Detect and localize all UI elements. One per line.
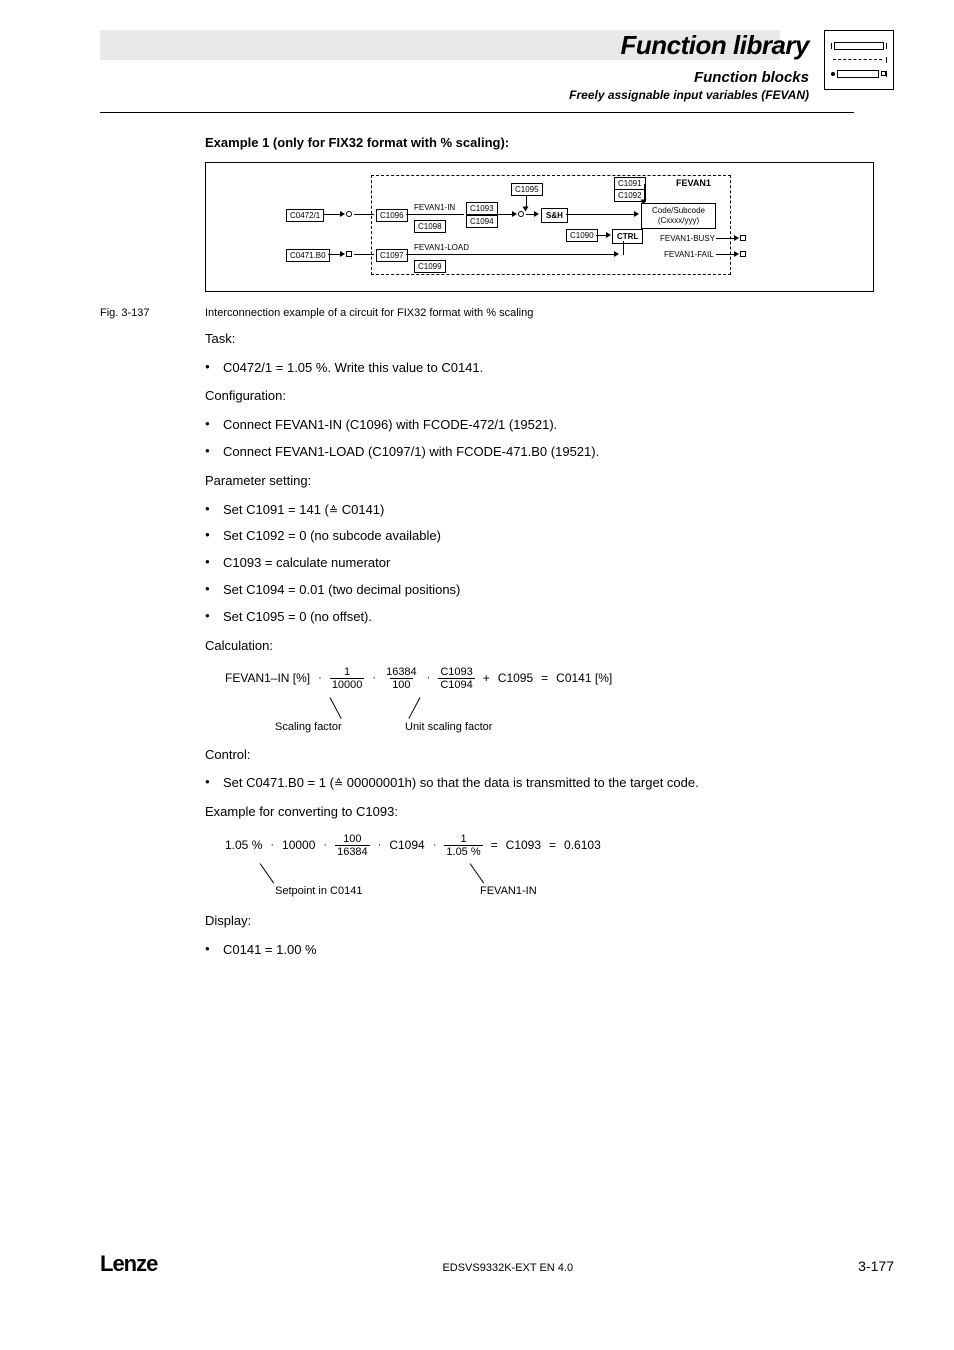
- label-scaling-factor: Scaling factor: [275, 719, 342, 737]
- chip-c1090: C1090: [566, 229, 598, 242]
- footer-logo: Lenze: [100, 1251, 157, 1277]
- label-fevan-in: FEVAN1-IN: [480, 883, 537, 901]
- footer-page-number: 3-177: [858, 1258, 894, 1274]
- param-item-3: C1093 = calculate numerator: [205, 553, 874, 574]
- chip-code-subcode: Code/Subcode (Cxxxx/yyy): [641, 203, 716, 229]
- chip-c1094: C1094: [466, 215, 498, 228]
- corresponds-icon: ≙: [329, 503, 338, 521]
- formula-1: FEVAN1–IN [%] · 110000 · 16384100 · C109…: [225, 666, 874, 691]
- chip-c1098: C1098: [414, 220, 446, 233]
- chip-c0471b0: C0471.B0: [286, 249, 330, 262]
- formula-1-labels: Scaling factor Unit scaling factor: [225, 697, 874, 737]
- chip-ctrl: CTRL: [612, 229, 643, 244]
- chip-c1093: C1093: [466, 202, 498, 215]
- square-out2: [740, 251, 746, 257]
- label-fevan1: FEVAN1: [676, 176, 711, 190]
- label-code-subcode: Code/Subcode: [652, 206, 705, 215]
- param-item-5: Set C1095 = 0 (no offset).: [205, 607, 874, 628]
- label-cxxxx: (Cxxxx/yyy): [658, 216, 699, 225]
- chip-c0472-1: C0472/1: [286, 209, 324, 222]
- f1-lhs: FEVAN1–IN [%]: [225, 669, 310, 688]
- header-icon: [824, 30, 894, 90]
- header-rule: [100, 112, 854, 113]
- label-fevan1-busy: FEVAN1-BUSY: [660, 233, 715, 246]
- page-subtitle: Function blocks: [569, 69, 809, 86]
- formula-2: 1.05 % · 10000 · 10016384 · C1094 · 11.0…: [225, 833, 874, 858]
- square-node: [346, 251, 352, 257]
- page-footer: Lenze EDSVS9332K-EXT EN 4.0 3-177: [0, 1251, 954, 1277]
- config-heading: Configuration:: [205, 386, 874, 407]
- figure-caption: Fig. 3-137 Interconnection example of a …: [100, 307, 954, 319]
- corresponds-icon: ≙: [334, 776, 343, 794]
- display-item-1: C0141 = 1.00 %: [205, 940, 874, 961]
- calc-heading: Calculation:: [205, 636, 874, 657]
- example-conv-heading: Example for converting to C1093:: [205, 802, 874, 823]
- task-item: C0472/1 = 1.05 %. Write this value to C0…: [205, 358, 874, 379]
- label-fevan1-load: FEVAN1-LOAD: [414, 242, 469, 255]
- param-item-1: Set C1091 = 141 (≙ C0141): [205, 500, 874, 521]
- figure-text: Interconnection example of a circuit for…: [205, 307, 533, 319]
- formula-2-labels: Setpoint in C0141 FEVAN1-IN: [225, 863, 874, 903]
- square-out1: [740, 235, 746, 241]
- page-title: Function library: [569, 30, 809, 61]
- chip-c1099: C1099: [414, 260, 446, 273]
- circle-node2: [518, 211, 524, 217]
- page-subtitle2: Freely assignable input variables (FEVAN…: [569, 88, 809, 102]
- control-item-1: Set C0471.B0 = 1 (≙ 00000001h) so that t…: [205, 773, 874, 794]
- label-setpoint: Setpoint in C0141: [275, 883, 362, 901]
- label-fevan1-in: FEVAN1-IN: [414, 202, 455, 215]
- footer-doc-id: EDSVS9332K-EXT EN 4.0: [442, 1262, 573, 1274]
- label-fevan1-fail: FEVAN1-FAIL: [664, 249, 714, 262]
- diagram-frame: C0472/1 C0471.B0 C1096 C1097 FEVAN1-IN F…: [205, 162, 874, 292]
- config-item-2: Connect FEVAN1-LOAD (C1097/1) with FCODE…: [205, 442, 874, 463]
- config-item-1: Connect FEVAN1-IN (C1096) with FCODE-472…: [205, 415, 874, 436]
- chip-c1096: C1096: [376, 209, 408, 222]
- main-content: Example 1 (only for FIX32 format with % …: [205, 133, 874, 292]
- label-unit-scaling: Unit scaling factor: [405, 719, 492, 737]
- param-item-4: Set C1094 = 0.01 (two decimal positions): [205, 580, 874, 601]
- circle-node: [346, 211, 352, 217]
- example-heading: Example 1 (only for FIX32 format with % …: [205, 133, 874, 154]
- param-heading: Parameter setting:: [205, 471, 874, 492]
- display-heading: Display:: [205, 911, 874, 932]
- header: Function library Function blocks Freely …: [0, 30, 954, 102]
- chip-c1097: C1097: [376, 249, 408, 262]
- control-heading: Control:: [205, 745, 874, 766]
- figure-number: Fig. 3-137: [100, 307, 205, 319]
- chip-sh: S&H: [541, 208, 568, 223]
- task-heading: Task:: [205, 329, 874, 350]
- param-item-2: Set C1092 = 0 (no subcode available): [205, 526, 874, 547]
